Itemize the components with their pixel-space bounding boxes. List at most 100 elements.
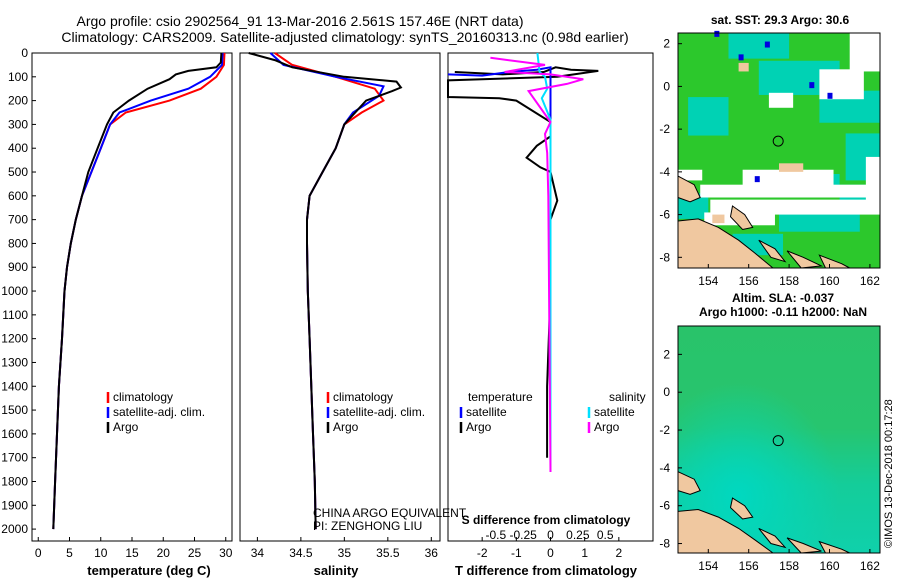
sla-map-subtitle: Argo h1000: -0.11 h2000: NaN	[699, 305, 867, 319]
difference-xtick-label: 0	[547, 546, 554, 560]
depth-tick-label: 200	[8, 94, 28, 108]
sst-map-cold-pixel	[827, 92, 833, 99]
sla-map-landmass	[729, 497, 754, 520]
sla-map-ytick-label: -4	[659, 461, 670, 475]
depth-tick-label: 1700	[1, 451, 28, 465]
difference-series-salinity-satellite	[536, 52, 552, 472]
depth-tick-label: 700	[8, 213, 28, 227]
sst-map-no-data	[768, 92, 794, 108]
pi-annotation-line1: CHINA ARGO EQUIVALENT	[313, 506, 467, 520]
salinity-axes-frame	[239, 52, 441, 542]
depth-tick-label: 1400	[1, 379, 28, 393]
salinity-xtick-label: 36	[425, 546, 439, 560]
sst-map-cold-pixel	[754, 176, 760, 183]
sla-map-argo-marker	[772, 435, 784, 447]
depth-tick-label: 1100	[2, 308, 28, 322]
sst-map-warm-patch	[779, 163, 804, 172]
difference-xtick-label: 2	[615, 546, 622, 560]
temperature-xlabel: temperature (deg C)	[87, 563, 211, 578]
sla-map-ytick-label: 0	[663, 385, 670, 399]
sst-map-landmass	[758, 239, 787, 263]
salinity-series-climatology	[274, 52, 385, 530]
difference-xtick-label: -1	[511, 546, 522, 560]
sla-map-ytick-label: -6	[659, 499, 670, 513]
temperature-xtick-label: 25	[188, 546, 202, 560]
sst-map-title: sat. SST: 29.3 Argo: 30.6	[711, 13, 850, 27]
figure-title-line2: Climatology: CARS2009. Satellite-adjuste…	[61, 29, 628, 45]
temp-legend-entry-label: climatology	[113, 390, 173, 404]
sst-map-no-data	[710, 199, 880, 215]
diff-legend-temp-argo-label: Argo	[466, 420, 492, 434]
sst-map-ytick-label: -4	[659, 165, 670, 179]
pi-annotation-line2: PI: ZENGHONG LIU	[313, 519, 422, 533]
sst-map-xtick-label: 160	[819, 274, 839, 288]
sdiff-tick-label: -0.25	[509, 528, 537, 542]
temp-legend-entry-label: Argo	[113, 420, 139, 434]
salinity-xtick-label: 35.5	[376, 546, 400, 560]
sla-map-ytick-label: 2	[663, 347, 670, 361]
sst-map: 154 156 158 160 162 2 0 -2 -4 -6 -8	[659, 30, 883, 288]
temperature-xtick-label: 20	[157, 546, 171, 560]
temperature-xtick-label: 10	[94, 546, 108, 560]
sst-map-no-data	[700, 184, 883, 198]
sdiff-tick-label: 0.5	[597, 528, 614, 542]
sla-map-landmass	[758, 527, 787, 549]
sst-map-xtick-label: 156	[739, 274, 759, 288]
temperature-axes-frame	[31, 52, 233, 542]
depth-tick-label: 1900	[1, 498, 28, 512]
sla-map-xtick-label: 154	[698, 559, 718, 573]
sst-map-ytick-label: 2	[663, 37, 670, 51]
difference-series-temperature-argo	[447, 66, 599, 458]
sst-map-ytick-label: 0	[663, 79, 670, 93]
sst-map-ytick-label: -2	[659, 122, 670, 136]
depth-tick-label: 300	[8, 117, 28, 131]
temperature-xtick-label: 0	[35, 546, 42, 560]
sst-map-landmass	[786, 250, 824, 269]
sst-map-teal-patch	[688, 97, 729, 136]
sla-map-landmass	[786, 537, 822, 554]
temperature-xtick-label: 5	[66, 546, 73, 560]
sst-map-ytick-label: -8	[659, 250, 670, 264]
depth-tick-label: 500	[8, 165, 28, 179]
sal-legend-entry-label: satellite-adj. clim.	[333, 405, 425, 419]
temperature-xtick-label: 30	[219, 546, 233, 560]
watermark: ©IMOS 13-Dec-2018 00:17:28	[883, 399, 895, 548]
temperature-series-climatology	[52, 52, 226, 530]
sla-map-ytick-label: -8	[659, 537, 670, 551]
salinity-xlabel: salinity	[314, 563, 360, 578]
depth-tick-label: 1600	[1, 427, 28, 441]
difference-panel: -2 -1 0 1 2 -0.5 -0.25 0 0.25 0.5 temperature salin…	[447, 52, 654, 560]
sla-map-xtick-label: 156	[739, 559, 759, 573]
tdiff-xlabel: T difference from climatology	[455, 563, 638, 578]
depth-tick-label: 1000	[1, 284, 28, 298]
sdiff-tick-label: 0	[547, 528, 554, 542]
figure-title-line1: Argo profile: csio 2902564_91 13-Mar-201…	[77, 13, 524, 29]
sst-map-frame	[677, 32, 881, 269]
salinity-series-satellite-adj-clim-	[269, 52, 385, 530]
depth-tick-label: 900	[8, 260, 28, 274]
sst-map-cold-pixel	[809, 82, 815, 89]
diff-legend-title-temperature: temperature	[468, 390, 533, 404]
depth-tick-label: 1500	[1, 403, 28, 417]
sst-map-warm-patch	[712, 214, 725, 224]
sst-map-no-data	[678, 169, 703, 181]
depth-tick-label: 1200	[1, 332, 28, 346]
sdiff-tick-label: -0.5	[485, 528, 506, 542]
sla-map-xtick-label: 158	[779, 559, 799, 573]
salinity-xtick-label: 35	[338, 546, 352, 560]
sst-map-cold-pixel	[738, 54, 744, 61]
sst-map-no-data	[849, 33, 880, 72]
sst-map-no-data	[819, 69, 864, 100]
depth-tick-label: 2000	[1, 522, 28, 536]
temperature-series-argo	[52, 52, 223, 530]
diff-legend-sal-satellite-label: satellite	[594, 405, 635, 419]
difference-xtick-label: 1	[581, 546, 588, 560]
salinity-xtick-label: 34.5	[289, 546, 313, 560]
depth-tick-label: 1300	[1, 355, 28, 369]
salinity-series-argo	[248, 52, 403, 530]
difference-series-salinity-argo	[490, 56, 584, 473]
salinity-panel: 34 34.5 35 35.5 36 climatologysatellite-adj. …	[239, 52, 441, 560]
sst-map-landmass	[729, 205, 754, 231]
diff-legend-sal-argo-label: Argo	[594, 420, 620, 434]
temp-legend-entry-label: satellite-adj. clim.	[113, 405, 205, 419]
